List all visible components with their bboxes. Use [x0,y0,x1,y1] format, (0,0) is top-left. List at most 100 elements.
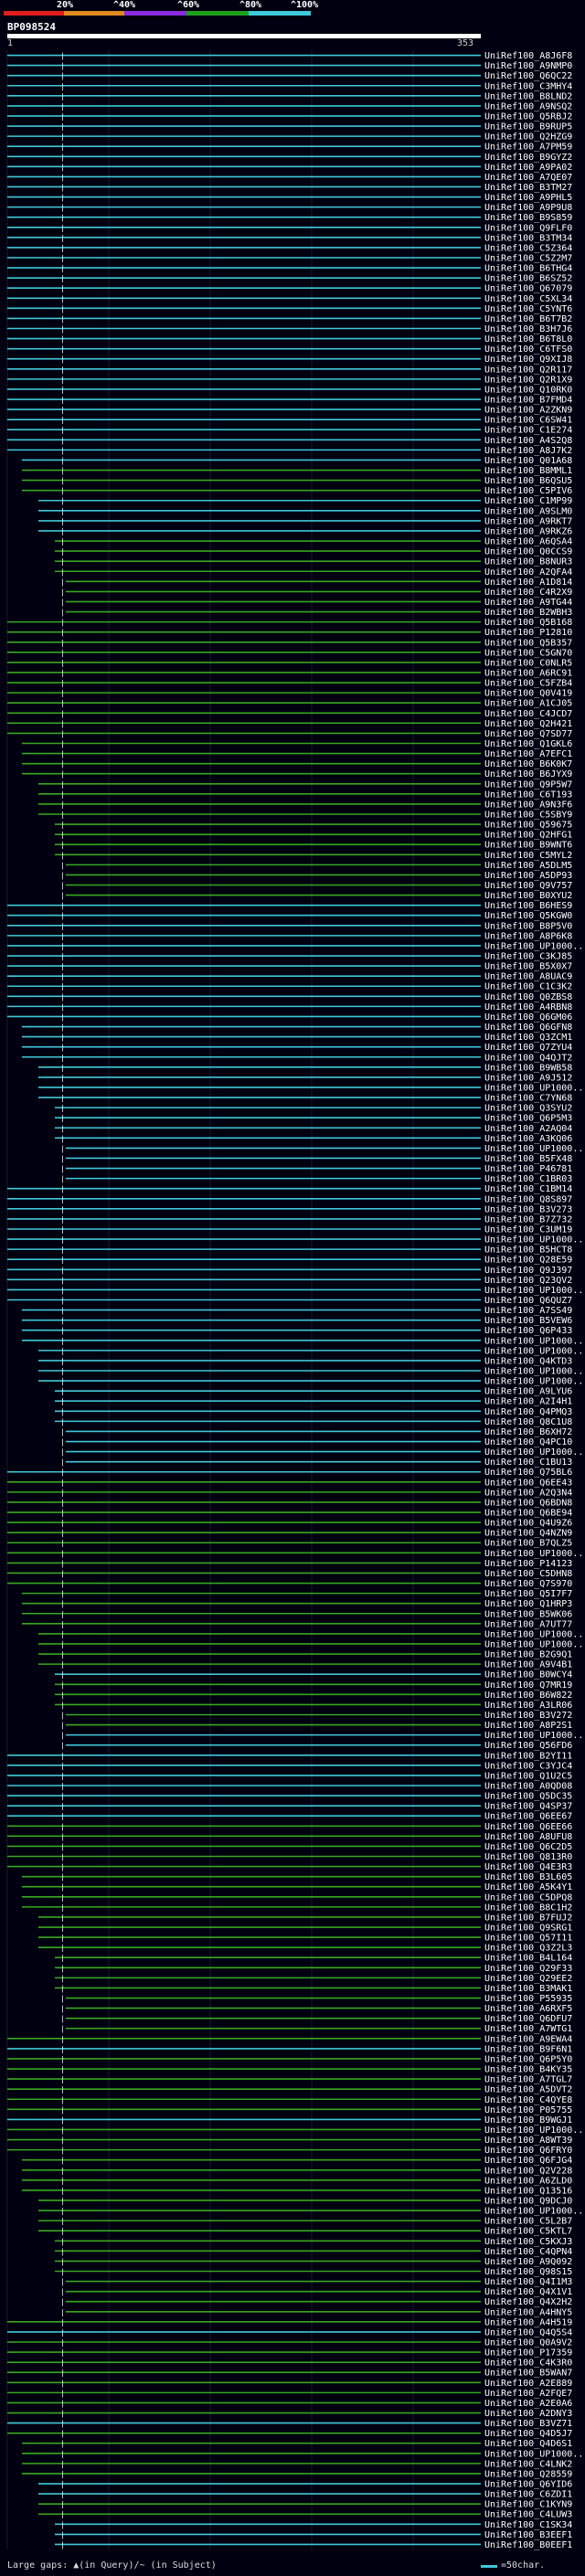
hit-label[interactable]: UniRef100_Q9DCJ0 [484,2196,572,2206]
hit-label[interactable]: UniRef100_A7WTG1 [484,2024,572,2034]
hit-label[interactable]: UniRef100_Q9XIJ8 [484,355,572,365]
hit-label[interactable]: UniRef100_Q98S15 [484,2267,572,2277]
hit-label[interactable]: UniRef100_P14123 [484,1559,572,1569]
hit-label[interactable]: UniRef100_B0EEF1 [484,2540,572,2550]
hit-label[interactable]: UniRef100_A3LR06 [484,1701,572,1711]
hit-label[interactable]: UniRef100_B9F6N1 [484,2044,572,2054]
hit-label[interactable]: UniRef100_A2AQ04 [484,1124,572,1134]
hit-label[interactable]: UniRef100_C7YN68 [484,1094,572,1104]
hit-label[interactable]: UniRef100_Q9J397 [484,1266,572,1276]
hit-label[interactable]: UniRef100_Q4X1V1 [484,2287,572,2297]
hit-label[interactable]: UniRef100_A4RBN8 [484,1002,572,1012]
hit-label[interactable]: UniRef100_A8P6K8 [484,931,572,941]
hit-label[interactable]: UniRef100_A3KQ06 [484,1134,572,1144]
hit-label[interactable]: UniRef100_C5SBY9 [484,811,572,821]
hit-label[interactable]: UniRef100_Q28559 [484,2469,572,2479]
hit-label[interactable]: UniRef100_A2I4H1 [484,1397,572,1407]
hit-label[interactable]: UniRef100_C5Z2M7 [484,253,572,263]
hit-label[interactable]: UniRef100_Q0V419 [484,689,572,699]
hit-label[interactable]: UniRef100_C3MHY4 [484,81,572,91]
hit-label[interactable]: UniRef100_Q6P5M3 [484,1114,572,1124]
hit-label[interactable]: UniRef100_C4JCD7 [484,709,572,719]
hit-label[interactable]: UniRef100_Q9V757 [484,881,572,891]
hit-label[interactable]: UniRef100_C5DPQ8 [484,1892,572,1903]
hit-label[interactable]: UniRef100_A2E0A6 [484,2399,572,2409]
hit-label[interactable]: UniRef100_UP1000... [484,1377,585,1387]
hit-label[interactable]: UniRef100_B6XH72 [484,1427,572,1437]
hit-label[interactable]: UniRef100_Q8C1U8 [484,1417,572,1427]
hit-label[interactable]: UniRef100_UP1000... [484,1144,585,1154]
hit-label[interactable]: UniRef100_Q5KGW0 [484,911,572,921]
hit-label[interactable]: UniRef100_Q2R1X9 [484,375,572,385]
hit-label[interactable]: UniRef100_A6RXF5 [484,2004,572,2014]
hit-label[interactable]: UniRef100_C6TFS0 [484,345,572,355]
hit-label[interactable]: UniRef100_A6QSA4 [484,537,572,547]
hit-label[interactable]: UniRef100_Q6FJG4 [484,2156,572,2166]
hit-label[interactable]: UniRef100_C6SW41 [484,416,572,426]
hit-label[interactable]: UniRef100_C4K3R0 [484,2359,572,2369]
hit-label[interactable]: UniRef100_A2FQE7 [484,2389,572,2399]
hit-label[interactable]: UniRef100_Q28E59 [484,1256,572,1266]
hit-label[interactable]: UniRef100_C5MYL2 [484,851,572,861]
hit-label[interactable]: UniRef100_A4H519 [484,2317,572,2327]
hit-label[interactable]: UniRef100_Q6QC22 [484,71,572,81]
hit-label[interactable]: UniRef100_Q0CCS9 [484,547,572,557]
hit-label[interactable]: UniRef100_UP1000... [484,1286,585,1296]
hit-label[interactable]: UniRef100_B7FUJ2 [484,1913,572,1923]
hit-label[interactable]: UniRef100_C4QYE8 [484,2095,572,2105]
hit-label[interactable]: UniRef100_A9SLM0 [484,506,572,516]
hit-label[interactable]: UniRef100_A6ZLD0 [484,2176,572,2186]
hit-label[interactable]: UniRef100_Q0ZBS8 [484,992,572,1002]
hit-label[interactable]: UniRef100_Q4PC10 [484,1437,572,1447]
hit-label[interactable]: UniRef100_B2G9Q1 [484,1650,572,1660]
hit-label[interactable]: UniRef100_C1BM14 [484,1184,572,1194]
hit-label[interactable]: UniRef100_C1BR03 [484,1174,572,1184]
hit-label[interactable]: UniRef100_UP1000... [484,1083,585,1093]
hit-label[interactable]: UniRef100_C4LNK2 [484,2459,572,2469]
hit-label[interactable]: UniRef100_C4QPN4 [484,2247,572,2257]
hit-label[interactable]: UniRef100_Q2V228 [484,2166,572,2176]
hit-label[interactable]: UniRef100_A8UAC9 [484,972,572,982]
hit-label[interactable]: UniRef100_B9WB58 [484,1063,572,1073]
hit-label[interactable]: UniRef100_A0QD08 [484,1781,572,1791]
hit-label[interactable]: UniRef100_A5DP93 [484,871,572,881]
hit-label[interactable]: UniRef100_Q6C2D5 [484,1842,572,1852]
hit-label[interactable]: UniRef100_A9V4B1 [484,1660,572,1670]
hit-label[interactable]: UniRef100_B6HES9 [484,901,572,911]
hit-label[interactable]: UniRef100_B6T7B2 [484,314,572,324]
hit-label[interactable]: UniRef100_B5FX48 [484,1154,572,1164]
hit-label[interactable]: UniRef100_Q4E3R3 [484,1862,572,1872]
hit-label[interactable]: UniRef100_Q4I1M3 [484,2277,572,2287]
hit-label[interactable]: UniRef100_C5YNT6 [484,304,572,314]
hit-label[interactable]: UniRef100_Q4Q5S4 [484,2327,572,2337]
hit-label[interactable]: UniRef100_B7FMD4 [484,396,572,406]
hit-label[interactable]: UniRef100_A7EFC1 [484,749,572,759]
hit-label[interactable]: UniRef100_Q9SRG1 [484,1924,572,1934]
hit-label[interactable]: UniRef100_P12810 [484,628,572,638]
hit-label[interactable]: UniRef100_Q3SYU2 [484,1104,572,1114]
hit-label[interactable]: UniRef100_A9NSQ2 [484,101,572,111]
hit-label[interactable]: UniRef100_B2YI11 [484,1751,572,1761]
hit-label[interactable]: UniRef100_Q2HZG9 [484,133,572,143]
hit-label[interactable]: UniRef100_Q56FD6 [484,1741,572,1751]
hit-label[interactable]: UniRef100_Q4SP37 [484,1802,572,1812]
hit-label[interactable]: UniRef100_Q29EE2 [484,1974,572,1984]
hit-label[interactable]: UniRef100_A9J512 [484,1073,572,1083]
hit-label[interactable]: UniRef100_B6T8L0 [484,334,572,345]
hit-label[interactable]: UniRef100_Q5B168 [484,618,572,628]
hit-label[interactable]: UniRef100_Q23QV2 [484,1276,572,1286]
hit-label[interactable]: UniRef100_B9RUP5 [484,122,572,133]
hit-label[interactable]: UniRef100_A9TG44 [484,598,572,608]
hit-label[interactable]: UniRef100_B0XYU2 [484,891,572,901]
hit-label[interactable]: UniRef100_C5KTL7 [484,2227,572,2237]
hit-label[interactable]: UniRef100_Q4X2H2 [484,2297,572,2307]
hit-label[interactable]: UniRef100_B9S859 [484,213,572,223]
hit-label[interactable]: UniRef100_B5WAN7 [484,2369,572,2379]
hit-label[interactable]: UniRef100_B0WCY4 [484,1670,572,1680]
hit-label[interactable]: UniRef100_UP1000... [484,1336,585,1346]
hit-label[interactable]: UniRef100_Q6BDN8 [484,1498,572,1508]
hit-label[interactable]: UniRef100_C3UM19 [484,1224,572,1235]
hit-label[interactable]: UniRef100_B3VZ71 [484,2419,572,2429]
hit-label[interactable]: UniRef100_P55935 [484,1994,572,2004]
hit-label[interactable]: UniRef100_Q6YID6 [484,2480,572,2490]
